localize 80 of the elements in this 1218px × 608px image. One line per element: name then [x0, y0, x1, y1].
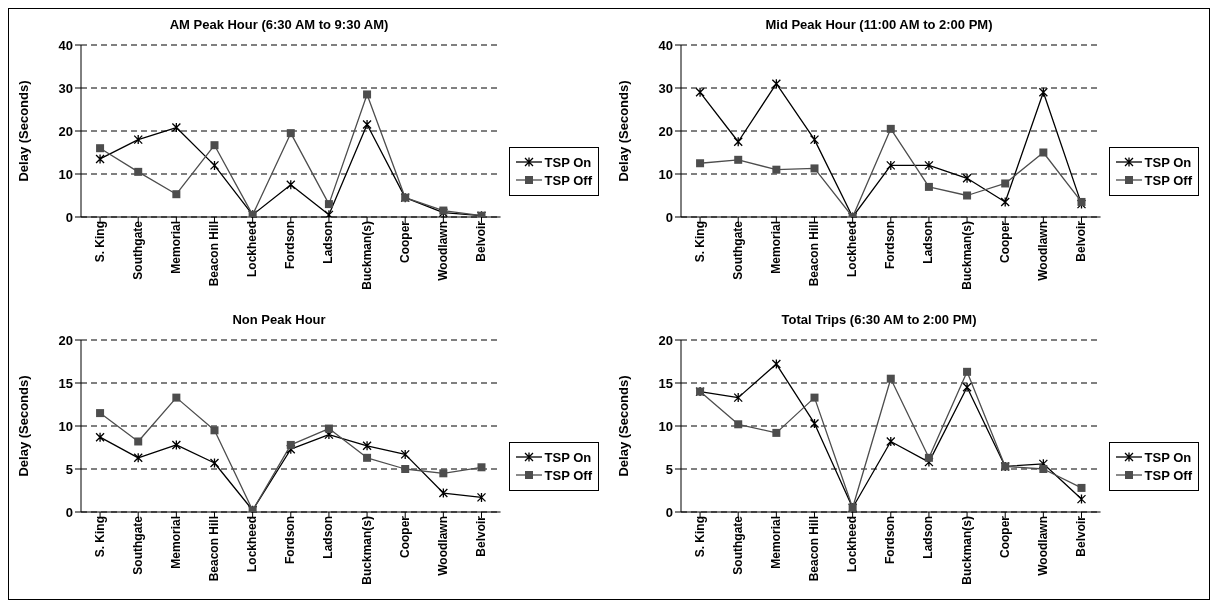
x-tick-label: Lockheed	[845, 221, 860, 278]
x-tick-label: Fordson	[883, 516, 898, 564]
x-tick-label: Southgate	[730, 220, 745, 280]
legend-label: TSP On	[544, 154, 592, 170]
x-tick-label: S. King	[92, 516, 107, 558]
x-tick-label: Ladson	[921, 221, 936, 264]
x-tick-label: Memorial	[168, 516, 183, 569]
y-tick-label: 30	[658, 80, 673, 96]
y-tick-label: 10	[658, 418, 673, 434]
y-tick-label: 0	[665, 209, 673, 225]
legend-label: TSP Off	[544, 172, 592, 188]
x-tick-label: Cooper	[397, 515, 412, 558]
x-tick-label: Beacon Hill	[207, 221, 222, 287]
chart-title: Non Peak Hour	[231, 311, 327, 329]
y-tick-label: 20	[658, 332, 673, 348]
x-tick-label: Memorial	[168, 221, 183, 274]
legend-label: TSP On	[544, 449, 592, 465]
x-tick-label: Memorial	[768, 221, 783, 274]
y-tick-label: 30	[58, 80, 73, 96]
y-tick-label: 0	[665, 504, 673, 520]
y-tick-label: 15	[58, 375, 73, 391]
x-tick-label: Woodlawn	[435, 221, 450, 281]
y-tick-label: 10	[58, 418, 73, 434]
y-tick-label: 10	[58, 166, 73, 182]
x-tick-label: Beacon Hill	[207, 516, 222, 582]
y-axis-title: Delay (Seconds)	[615, 375, 631, 477]
y-tick-label: 20	[58, 332, 73, 348]
x-tick-label: Woodlawn	[435, 516, 450, 576]
chart-title: AM Peak Hour (6:30 AM to 9:30 AM)	[168, 16, 390, 34]
x-tick-label: Belvoir	[474, 515, 489, 557]
x-tick-label: Fordson	[283, 221, 298, 269]
y-axis-title: Delay (Seconds)	[15, 80, 31, 182]
x-tick-label: Lockheed	[245, 516, 260, 573]
x-tick-label: Fordson	[883, 221, 898, 269]
x-tick-label: Cooper	[997, 220, 1012, 263]
y-axis-title: Delay (Seconds)	[15, 375, 31, 477]
x-tick-label: Memorial	[768, 516, 783, 569]
chart-title: Total Trips (6:30 AM to 2:00 PM)	[780, 311, 978, 329]
legend-label: TSP On	[1144, 154, 1192, 170]
y-tick-label: 40	[58, 37, 73, 53]
legend-label: TSP Off	[1144, 467, 1192, 483]
x-tick-label: Cooper	[997, 515, 1012, 558]
y-axis-title: Delay (Seconds)	[615, 80, 631, 182]
x-tick-label: Belvoir	[474, 220, 489, 262]
x-tick-label: Buckman(s)	[959, 221, 974, 290]
legend-label: TSP Off	[1144, 172, 1192, 188]
x-tick-label: Woodlawn	[1035, 221, 1050, 281]
x-tick-label: Beacon Hill	[807, 221, 822, 287]
x-tick-label: Ladson	[321, 221, 336, 264]
x-tick-label: Cooper	[397, 220, 412, 263]
legend-label: TSP Off	[544, 467, 592, 483]
y-tick-label: 0	[65, 504, 73, 520]
x-tick-label: Ladson	[921, 516, 936, 559]
y-tick-label: 5	[65, 461, 73, 477]
x-tick-label: Buckman(s)	[359, 221, 374, 290]
x-tick-label: Southgate	[730, 515, 745, 575]
x-tick-label: Belvoir	[1074, 515, 1089, 557]
y-tick-label: 0	[65, 209, 73, 225]
x-tick-label: S. King	[692, 221, 707, 263]
chart-title: Mid Peak Hour (11:00 AM to 2:00 PM)	[764, 16, 994, 34]
x-tick-label: S. King	[692, 516, 707, 558]
y-tick-label: 20	[658, 123, 673, 139]
x-tick-label: Lockheed	[845, 516, 860, 573]
x-tick-label: Ladson	[321, 516, 336, 559]
x-tick-label: Buckman(s)	[959, 516, 974, 585]
y-tick-label: 5	[665, 461, 673, 477]
y-tick-label: 10	[658, 166, 673, 182]
x-tick-label: Fordson	[283, 516, 298, 564]
x-tick-label: Lockheed	[245, 221, 260, 278]
x-tick-label: Southgate	[130, 220, 145, 280]
x-tick-label: S. King	[92, 221, 107, 263]
legend-label: TSP On	[1144, 449, 1192, 465]
x-tick-label: Southgate	[130, 515, 145, 575]
x-tick-label: Belvoir	[1074, 220, 1089, 262]
x-tick-label: Buckman(s)	[359, 516, 374, 585]
y-tick-label: 20	[58, 123, 73, 139]
x-tick-label: Woodlawn	[1035, 516, 1050, 576]
y-tick-label: 40	[658, 37, 673, 53]
y-tick-label: 15	[658, 375, 673, 391]
x-tick-label: Beacon Hill	[807, 516, 822, 582]
